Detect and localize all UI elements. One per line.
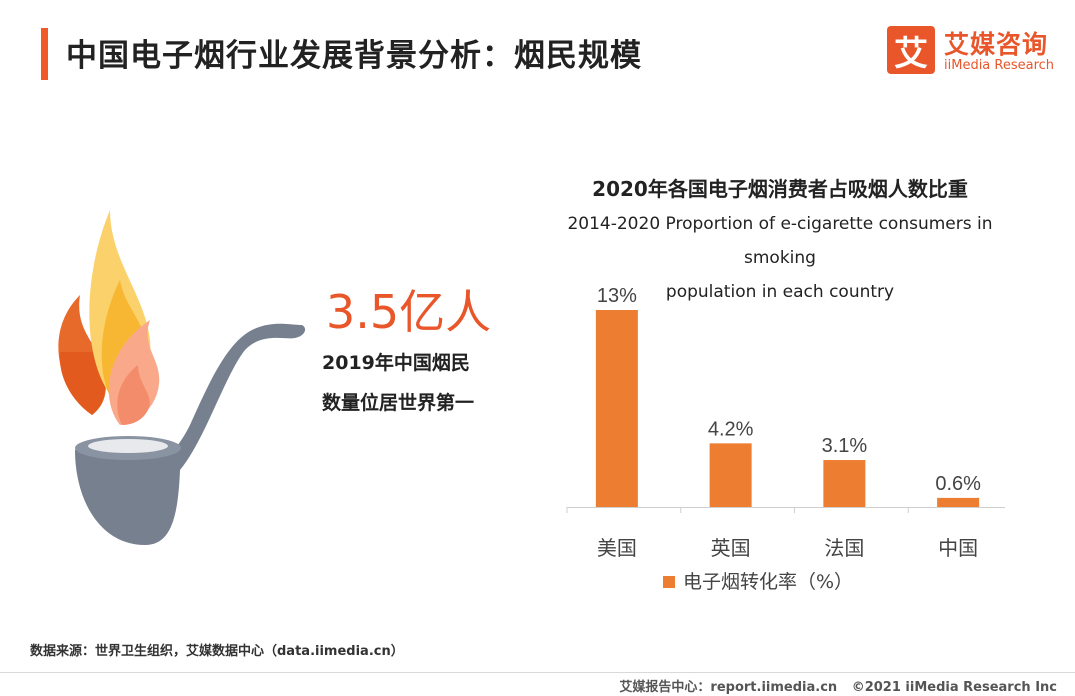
title-accent-bar (41, 28, 48, 80)
bar-3 (823, 460, 866, 507)
description-line-2: 数量位居世界第一 (322, 392, 475, 414)
data-label-4: 0.6% (935, 473, 981, 495)
data-label-1: 13% (597, 285, 637, 307)
category-label-4: 中国 (938, 536, 978, 560)
chart-title: 2020年各国电子烟消费者占吸烟人数比重 (592, 177, 968, 201)
data-label-3: 3.1% (822, 435, 868, 457)
pipe-illustration (58, 210, 306, 545)
description-line-1: 2019年中国烟民 (322, 352, 470, 374)
footer: 艾媒报告中心：report.iimedia.cn ©2021 iiMedia R… (609, 676, 1057, 695)
legend-swatch (663, 576, 675, 588)
category-label-2: 英国 (711, 536, 751, 560)
footer-report-center: 艾媒报告中心：report.iimedia.cn (619, 680, 838, 695)
chart-subtitle: 2014-2020 Proportion of e-cigarette cons… (530, 207, 1030, 309)
bar-1 (595, 310, 638, 507)
logo-name-en: iiMedia Research (944, 58, 1055, 73)
footer-divider (0, 672, 1075, 673)
data-source: 数据来源：世界卫生组织，艾媒数据中心（data.iimedia.cn） (30, 644, 404, 659)
page-title: 中国电子烟行业发展背景分析：烟民规模 (66, 38, 642, 74)
pipe-bowl-opening (88, 439, 168, 453)
smoker-count-description: 2019年中国烟民 数量位居世界第一 (322, 343, 474, 423)
pipe-bowl (75, 438, 180, 545)
data-label-2: 4.2% (708, 418, 754, 440)
smoker-count-number: 3.5亿人 (326, 285, 492, 339)
logo-mark: 艾 (887, 26, 935, 74)
category-label-1: 美国 (597, 536, 637, 560)
bar-4 (937, 497, 980, 507)
iimedia-logo: 艾 艾媒咨询 iiMedia Research (887, 22, 1059, 80)
legend-label: 电子烟转化率（%） (683, 571, 853, 593)
category-label-3: 法国 (824, 536, 864, 560)
flame-left-lower (59, 352, 106, 415)
bar-2 (709, 443, 752, 507)
logo-name-cn: 艾媒咨询 (944, 30, 1049, 59)
flame-right-inner (117, 365, 150, 425)
chart-subtitle-line-1: 2014-2020 Proportion of e-cigarette cons… (567, 214, 993, 268)
pipe-stem (165, 323, 306, 470)
chart-subtitle-line-2: population in each country (665, 282, 895, 302)
footer-copyright: ©2021 iiMedia Research Inc (851, 680, 1057, 695)
